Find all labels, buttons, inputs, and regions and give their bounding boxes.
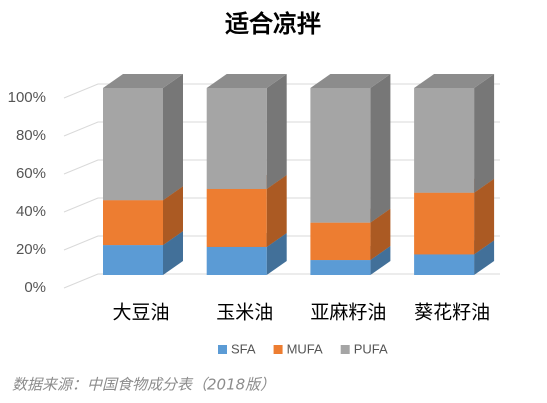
- bar-side: [370, 246, 391, 275]
- bar-side: [266, 74, 287, 189]
- bar-side: [163, 186, 183, 246]
- bar: [206, 246, 267, 275]
- bar: [103, 88, 163, 201]
- bar: [103, 200, 163, 246]
- bar: [206, 88, 267, 189]
- y-tick-label: 60%: [16, 165, 46, 182]
- legend-swatch: [273, 345, 283, 354]
- bar: [310, 260, 371, 275]
- bar-top: [206, 74, 287, 88]
- bar-side: [163, 231, 183, 275]
- legend-label: MUFA: [287, 341, 323, 356]
- bar-side: [474, 74, 495, 193]
- y-tick-label: 40%: [16, 203, 46, 220]
- bar-top: [414, 74, 495, 88]
- bar: [414, 254, 475, 275]
- chart-title: 适合凉拌: [225, 10, 321, 38]
- x-tick-label: 大豆油: [112, 302, 169, 324]
- bar-side: [474, 240, 495, 275]
- bar-top: [103, 74, 183, 88]
- x-tick-label: 葵花籽油: [414, 302, 490, 324]
- source-note: 数据来源：中国食物成分表（2018版）: [12, 376, 275, 394]
- y-tick-label: 20%: [16, 241, 46, 258]
- legend-label: SFA: [231, 341, 256, 356]
- x-tick-label: 玉米油: [216, 302, 273, 324]
- grid-line: [63, 273, 500, 289]
- bar: [103, 245, 163, 275]
- bar-side: [163, 74, 183, 201]
- legend-swatch: [340, 345, 350, 354]
- bar-side: [370, 74, 391, 223]
- bar: [414, 192, 475, 255]
- bar-side: [474, 178, 495, 255]
- bar: [310, 88, 371, 223]
- y-tick-label: 100%: [8, 89, 46, 106]
- bar-side: [266, 232, 287, 275]
- bar-top: [310, 74, 391, 88]
- bar: [206, 188, 267, 247]
- bar: [414, 88, 475, 193]
- legend-swatch: [218, 345, 227, 354]
- bar-side: [370, 208, 391, 261]
- bar: [310, 222, 371, 261]
- x-tick-label: 亚麻籽油: [310, 302, 386, 324]
- legend-label: PUFA: [354, 341, 388, 356]
- bar-side: [266, 174, 287, 247]
- y-tick-label: 0%: [24, 279, 46, 296]
- y-tick-label: 80%: [16, 127, 46, 144]
